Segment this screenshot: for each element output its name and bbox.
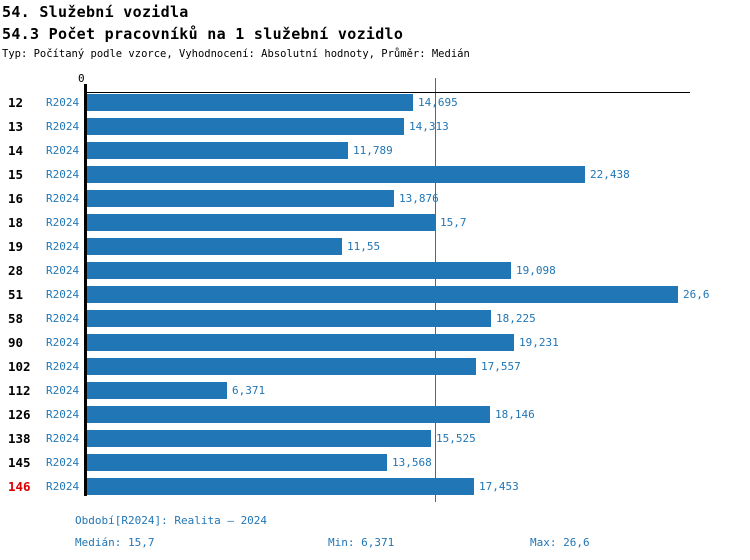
bar-value-label: 19,098 [516, 264, 556, 277]
row-period-label: R2024 [46, 288, 80, 301]
row-period-label: R2024 [46, 96, 80, 109]
bar-value-label: 11,55 [347, 240, 381, 253]
x-axis-line [85, 92, 690, 93]
bar-value-label: 13,568 [392, 456, 432, 469]
bar [86, 478, 474, 495]
row-category-label: 51 [8, 287, 24, 302]
row-category-label: 12 [8, 95, 24, 110]
row-period-label: R2024 [46, 408, 80, 421]
bar [86, 190, 394, 207]
bar [86, 262, 511, 279]
y-axis-line [84, 84, 87, 496]
bar-value-label: 17,557 [481, 360, 521, 373]
row-category-label: 126 [8, 407, 31, 422]
bar [86, 310, 491, 327]
row-category-label: 58 [8, 311, 24, 326]
row-period-label: R2024 [46, 144, 80, 157]
bar [86, 382, 227, 399]
bar [86, 214, 435, 231]
bar [86, 118, 404, 135]
footer-min-stat: Min: 6,371 [328, 536, 395, 549]
row-period-label: R2024 [46, 264, 80, 277]
row-category-label: 138 [8, 431, 31, 446]
bar-value-label: 15,7 [440, 216, 467, 229]
row-period-label: R2024 [46, 240, 80, 253]
row-category-label: 15 [8, 167, 24, 182]
row-period-label: R2024 [46, 432, 80, 445]
row-period-label: R2024 [46, 192, 80, 205]
row-category-label: 90 [8, 335, 24, 350]
row-period-label: R2024 [46, 120, 80, 133]
bar-value-label: 17,453 [479, 480, 519, 493]
row-period-label: R2024 [46, 456, 80, 469]
bar [86, 238, 342, 255]
bar [86, 430, 431, 447]
row-period-label: R2024 [46, 480, 80, 493]
bar [86, 358, 476, 375]
row-category-label: 102 [8, 359, 31, 374]
bar [86, 142, 348, 159]
row-category-label: 19 [8, 239, 24, 254]
footer-median-stat: Medián: 15,7 [75, 536, 155, 549]
bar-value-label: 6,371 [232, 384, 266, 397]
page-title: 54. Služební vozidla [2, 3, 189, 21]
row-period-label: R2024 [46, 216, 80, 229]
row-category-label: 145 [8, 455, 31, 470]
bar-value-label: 13,876 [399, 192, 439, 205]
row-category-label: 18 [8, 215, 24, 230]
bar-value-label: 15,525 [436, 432, 476, 445]
chart-meta-info: Typ: Počítaný podle vzorce, Vyhodnocení:… [2, 48, 470, 60]
row-period-label: R2024 [46, 168, 80, 181]
row-period-label: R2024 [46, 336, 80, 349]
footer-period-text: Období[R2024]: Realita – 2024 [75, 514, 268, 527]
x-axis-zero-tick-label: 0 [78, 72, 85, 85]
chart-subtitle: 54.3 Počet pracovníků na 1 služební vozi… [2, 25, 404, 43]
bar [86, 94, 413, 111]
row-category-label: 146 [8, 479, 31, 494]
row-category-label: 112 [8, 383, 31, 398]
bar-value-label: 14,695 [418, 96, 458, 109]
bar [86, 286, 678, 303]
bar-value-label: 22,438 [590, 168, 630, 181]
bar-value-label: 14,313 [409, 120, 449, 133]
bar [86, 334, 514, 351]
bar-value-label: 18,225 [496, 312, 536, 325]
bar [86, 406, 490, 423]
row-category-label: 13 [8, 119, 24, 134]
bar [86, 166, 585, 183]
row-period-label: R2024 [46, 360, 80, 373]
row-period-label: R2024 [46, 312, 80, 325]
bar-value-label: 18,146 [495, 408, 535, 421]
row-period-label: R2024 [46, 384, 80, 397]
bar-value-label: 26,6 [683, 288, 710, 301]
row-category-label: 28 [8, 263, 24, 278]
row-category-label: 14 [8, 143, 24, 158]
bar-value-label: 19,231 [519, 336, 559, 349]
bar-value-label: 11,789 [353, 144, 393, 157]
bar [86, 454, 387, 471]
row-category-label: 16 [8, 191, 24, 206]
footer-max-stat: Max: 26,6 [530, 536, 590, 549]
